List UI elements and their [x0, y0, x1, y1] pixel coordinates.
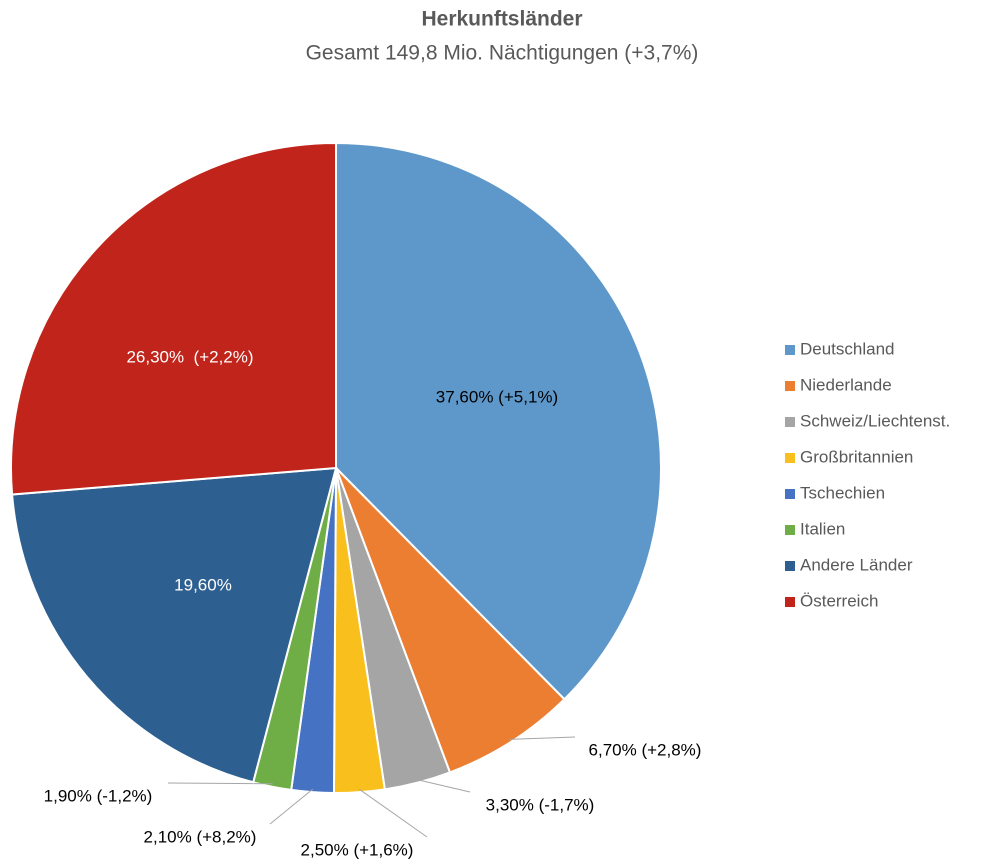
- data-label: 6,70% (+2,8%): [589, 740, 702, 759]
- chart-subtitle: Gesamt 149,8 Mio. Nächtigungen (+3,7%): [306, 42, 699, 65]
- legend-label: Niederlande: [800, 375, 892, 394]
- legend-swatch: [785, 489, 795, 499]
- legend-label: Österreich: [800, 591, 878, 610]
- leader-line: [509, 736, 576, 740]
- chart-title: Herkunftsländer: [421, 8, 582, 31]
- leader-line: [269, 788, 314, 825]
- data-label: 2,10% (+8,2%): [144, 827, 257, 846]
- legend-swatch: [785, 453, 795, 463]
- pie-slice: [335, 467, 566, 774]
- legend-label: Deutschland: [800, 339, 895, 358]
- data-label: 1,90% (-1,2%): [44, 786, 153, 805]
- legend-swatch: [785, 597, 795, 607]
- pie-slice: [335, 141, 662, 701]
- data-label: 19,60%: [174, 575, 232, 594]
- data-label: 3,30% (-1,7%): [486, 795, 595, 814]
- leader-line: [167, 782, 273, 785]
- legend-label: Andere Länder: [800, 555, 913, 574]
- legend-swatch: [785, 381, 795, 391]
- legend-swatch: [785, 525, 795, 535]
- legend-swatch: [785, 561, 795, 571]
- leader-line: [416, 779, 471, 793]
- data-label: 37,60% (+5,1%): [436, 387, 558, 406]
- pie-slice: [11, 466, 338, 784]
- data-label: 2,50% (+1,6%): [301, 840, 414, 859]
- pie-slice: [10, 141, 337, 496]
- data-label: 26,30% (+2,2%): [126, 347, 253, 366]
- legend-label: Schweiz/Liechtenst.: [800, 411, 950, 430]
- legend-label: Italien: [800, 519, 845, 538]
- leader-line: [358, 788, 428, 838]
- legend-swatch: [785, 417, 795, 427]
- legend-swatch: [785, 345, 795, 355]
- legend-label: Großbritannien: [800, 447, 913, 466]
- legend-label: Tschechien: [800, 483, 885, 502]
